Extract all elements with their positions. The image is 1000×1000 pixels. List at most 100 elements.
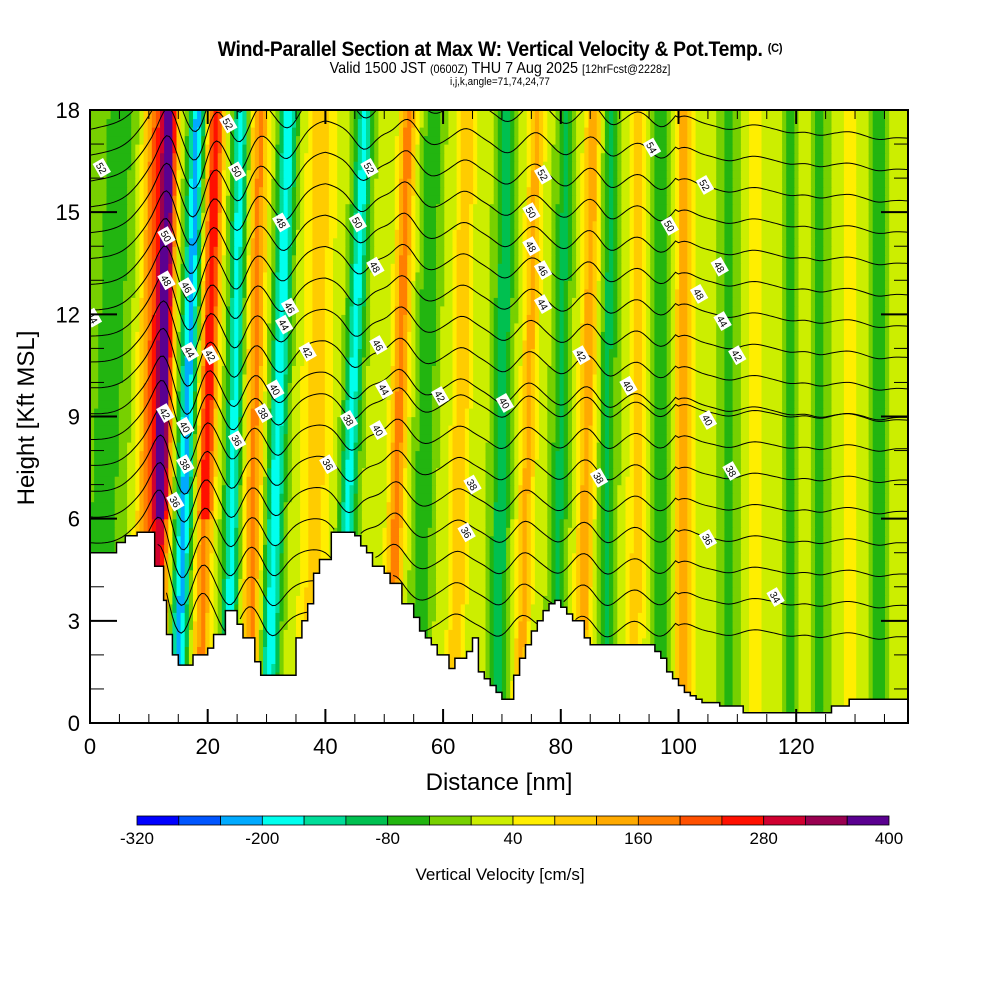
field-cell bbox=[815, 688, 824, 698]
field-cell bbox=[180, 620, 186, 630]
field-cell bbox=[794, 586, 800, 596]
field-cell bbox=[810, 586, 816, 596]
field-cell bbox=[452, 561, 466, 571]
field-cell bbox=[452, 391, 458, 401]
field-cell bbox=[716, 399, 725, 409]
field-cell bbox=[382, 544, 388, 554]
field-cell bbox=[485, 493, 495, 503]
field-cell bbox=[831, 612, 845, 622]
field-cell bbox=[464, 493, 470, 503]
field-cell bbox=[740, 416, 750, 426]
field-cell bbox=[885, 518, 890, 528]
field-cell bbox=[176, 544, 182, 554]
field-cell bbox=[666, 493, 672, 503]
field-cell bbox=[740, 535, 750, 545]
field-cell bbox=[856, 535, 870, 545]
field-cell bbox=[197, 552, 202, 562]
field-cell bbox=[843, 629, 857, 639]
field-cell bbox=[94, 467, 120, 477]
field-cell bbox=[679, 646, 688, 656]
field-cell bbox=[337, 450, 342, 460]
field-cell bbox=[572, 433, 577, 443]
field-cell bbox=[180, 646, 186, 656]
field-cell bbox=[271, 527, 281, 537]
field-cell bbox=[716, 476, 725, 486]
field-cell bbox=[94, 493, 116, 503]
field-cell bbox=[666, 433, 672, 443]
field-cell bbox=[254, 510, 260, 520]
field-cell bbox=[679, 637, 688, 647]
field-cell bbox=[588, 578, 594, 588]
field-cell bbox=[633, 527, 643, 537]
field-cell bbox=[609, 595, 614, 605]
field-cell bbox=[300, 476, 309, 486]
field-cell bbox=[164, 433, 169, 443]
field-cell bbox=[576, 493, 581, 503]
field-cell bbox=[794, 569, 800, 579]
field-cell bbox=[823, 476, 833, 486]
field-cell bbox=[798, 433, 812, 443]
field-cell bbox=[576, 510, 581, 520]
field-cell bbox=[217, 459, 223, 469]
field-cell bbox=[168, 595, 173, 605]
field-cell bbox=[353, 425, 359, 435]
field-cell bbox=[254, 467, 260, 477]
field-cell bbox=[489, 552, 495, 562]
field-cell bbox=[732, 688, 742, 698]
field-cell bbox=[184, 510, 190, 520]
field-cell bbox=[456, 399, 470, 409]
field-cell bbox=[604, 552, 610, 562]
field-cell bbox=[341, 476, 346, 486]
field-cell bbox=[366, 391, 392, 401]
field-cell bbox=[514, 620, 519, 630]
field-cell bbox=[761, 425, 783, 435]
field-cell bbox=[872, 450, 886, 460]
field-cell bbox=[341, 408, 346, 418]
field-cell bbox=[506, 416, 511, 426]
field-cell bbox=[357, 484, 363, 494]
field-cell bbox=[518, 578, 524, 588]
field-cell bbox=[172, 595, 178, 605]
field-cell bbox=[555, 484, 565, 494]
field-cell bbox=[716, 586, 725, 596]
field-cell bbox=[349, 442, 355, 452]
field-cell bbox=[856, 442, 870, 452]
field-cell bbox=[407, 416, 412, 426]
field-cell bbox=[493, 595, 503, 605]
field-cell bbox=[176, 391, 182, 401]
field-cell bbox=[782, 586, 787, 596]
field-cell bbox=[831, 391, 845, 401]
field-cell bbox=[456, 382, 470, 392]
field-cell bbox=[114, 493, 128, 503]
field-cell bbox=[885, 510, 890, 520]
field-cell bbox=[732, 697, 742, 707]
field-cell bbox=[547, 459, 552, 469]
field-cell bbox=[176, 467, 182, 477]
field-cell bbox=[155, 493, 165, 503]
field-cell bbox=[679, 442, 688, 452]
field-cell bbox=[592, 595, 598, 605]
field-cell bbox=[176, 527, 182, 537]
field-cell bbox=[114, 510, 128, 520]
field-cell bbox=[691, 595, 697, 605]
field-cell bbox=[823, 442, 833, 452]
field-cell bbox=[530, 612, 544, 622]
field-cell bbox=[831, 493, 845, 503]
field-cell bbox=[489, 544, 495, 554]
field-cell bbox=[786, 578, 795, 588]
field-cell bbox=[613, 391, 622, 401]
field-cell bbox=[201, 442, 206, 452]
field-cell bbox=[679, 510, 688, 520]
field-cell bbox=[258, 518, 264, 528]
field-cell bbox=[724, 671, 734, 681]
field-cell bbox=[588, 527, 594, 537]
field-cell bbox=[885, 544, 890, 554]
field-cell bbox=[493, 399, 499, 409]
field-cell bbox=[225, 433, 231, 443]
field-cell bbox=[868, 459, 874, 469]
field-cell bbox=[250, 450, 256, 460]
field-cell bbox=[246, 450, 252, 460]
field-cell bbox=[666, 518, 672, 528]
field-cell bbox=[650, 450, 655, 460]
field-cell bbox=[530, 603, 544, 613]
